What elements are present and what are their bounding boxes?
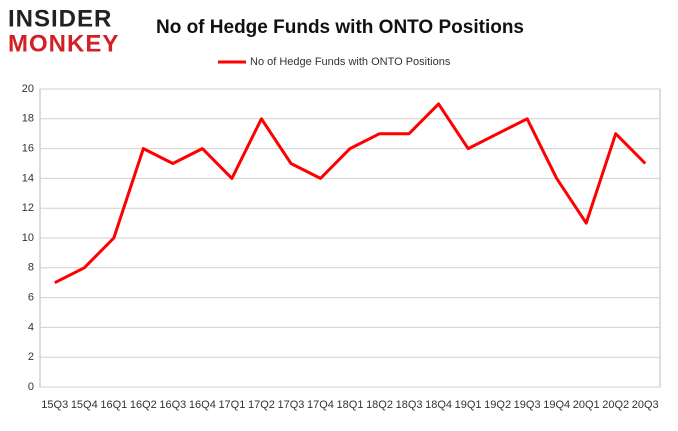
x-tick-label: 15Q4	[71, 399, 98, 411]
x-tick-label: 16Q2	[130, 399, 157, 411]
y-tick-label: 4	[28, 321, 34, 333]
x-tick-label: 16Q1	[100, 399, 127, 411]
x-tick-label: 16Q3	[159, 399, 186, 411]
chart-title: No of Hedge Funds with ONTO Positions	[156, 17, 524, 38]
y-tick-label: 10	[22, 232, 34, 244]
y-tick-label: 6	[28, 292, 34, 304]
x-tick-label: 20Q2	[602, 399, 629, 411]
y-tick-label: 8	[28, 262, 34, 274]
x-tick-label: 19Q2	[484, 399, 511, 411]
x-tick-label: 19Q4	[543, 399, 570, 411]
x-tick-label: 18Q1	[337, 399, 364, 411]
y-tick-label: 12	[22, 202, 34, 214]
y-tick-label: 20	[22, 83, 34, 95]
x-tick-label: 17Q1	[218, 399, 245, 411]
x-tick-label: 19Q1	[455, 399, 482, 411]
x-tick-label: 18Q3	[396, 399, 423, 411]
y-tick-label: 14	[22, 172, 34, 184]
logo-top: INSIDER	[8, 5, 112, 32]
y-tick-label: 0	[28, 381, 34, 393]
logo-bottom: MONKEY	[8, 30, 119, 57]
legend-label: No of Hedge Funds with ONTO Positions	[250, 56, 451, 68]
y-tick-label: 16	[22, 143, 34, 155]
x-tick-label: 16Q4	[189, 399, 216, 411]
y-tick-label: 18	[22, 113, 34, 125]
x-tick-label: 17Q3	[277, 399, 304, 411]
x-tick-label: 19Q3	[514, 399, 541, 411]
x-tick-label: 15Q3	[41, 399, 68, 411]
x-tick-label: 20Q1	[573, 399, 600, 411]
x-tick-label: 17Q4	[307, 399, 334, 411]
x-tick-label: 17Q2	[248, 399, 275, 411]
x-tick-label: 18Q4	[425, 399, 452, 411]
line-series	[54, 102, 647, 285]
y-tick-label: 2	[28, 351, 34, 363]
x-tick-label: 20Q3	[632, 399, 659, 411]
x-tick-label: 18Q2	[366, 399, 393, 411]
